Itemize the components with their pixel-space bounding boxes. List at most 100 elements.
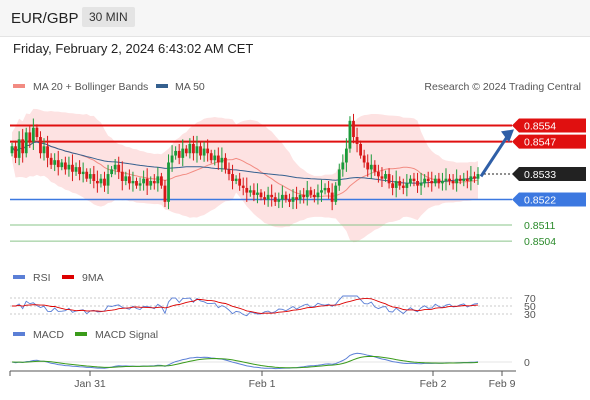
level-labels: 0.8554 0.8547 0.8533 0.8522 0.8511 0.8504	[512, 118, 586, 248]
candle	[206, 139, 210, 162]
candle	[85, 168, 89, 182]
candle-body	[120, 171, 124, 181]
candle	[376, 164, 380, 183]
candle-body	[170, 155, 174, 163]
candle	[46, 135, 49, 168]
candle-body	[60, 162, 64, 168]
x-tick-label: Feb 1	[249, 378, 276, 390]
candle-body	[263, 197, 266, 200]
forecast-arrow	[479, 129, 514, 178]
candle	[245, 177, 249, 202]
candle-body	[448, 178, 451, 181]
candle-body	[202, 148, 206, 156]
candle	[35, 124, 39, 141]
candle-body	[113, 164, 117, 170]
macd-tick-0: 0	[524, 357, 530, 369]
candle	[302, 187, 306, 204]
candle-body	[288, 199, 291, 202]
candle-body	[305, 190, 309, 198]
candle	[117, 156, 121, 180]
candle-body	[252, 190, 256, 195]
candle-body	[81, 171, 85, 175]
level-badge	[512, 167, 586, 182]
candle	[160, 172, 163, 189]
candle-body	[291, 197, 295, 202]
candle	[106, 164, 110, 194]
candle-body	[28, 132, 32, 142]
arrow-head	[501, 129, 514, 143]
candle-body	[426, 178, 430, 181]
candle-body	[376, 171, 380, 177]
candle	[344, 138, 348, 172]
candle	[202, 141, 206, 162]
candle-body	[188, 143, 192, 154]
candle	[209, 149, 213, 164]
candle	[455, 169, 459, 192]
candle	[99, 174, 103, 188]
candle	[49, 153, 53, 169]
candle-body	[167, 162, 170, 202]
candle	[56, 150, 60, 176]
main-legend: MA 20 + Bollinger Bands MA 50 Research ©…	[13, 81, 581, 93]
candle-body	[85, 171, 89, 179]
candle	[145, 168, 149, 196]
candle-body	[369, 164, 373, 170]
candle	[323, 183, 327, 195]
bollinger-fill	[12, 108, 478, 243]
candle-body	[110, 169, 114, 175]
candle	[352, 113, 355, 144]
candle-body	[380, 176, 384, 179]
x-tick-label: Feb 9	[489, 378, 516, 390]
candle-body	[124, 176, 128, 181]
candle	[113, 159, 117, 175]
candle-body	[145, 178, 149, 186]
candle	[78, 160, 81, 181]
candle-body	[78, 167, 81, 175]
arrow-shaft	[479, 134, 510, 178]
candle-body	[238, 178, 242, 186]
candle-body	[195, 146, 199, 154]
candle-body	[273, 197, 277, 202]
candle-body	[127, 176, 131, 184]
candle	[451, 174, 455, 190]
timeframe-button[interactable]: 30 MIN	[82, 7, 135, 27]
candle	[199, 141, 202, 160]
candle-body	[430, 181, 434, 184]
candle-body	[373, 164, 377, 172]
candle-body	[103, 178, 106, 186]
candle	[110, 165, 114, 178]
candle	[127, 169, 131, 190]
candle	[124, 171, 128, 186]
candle	[362, 149, 366, 168]
candle	[163, 179, 167, 208]
candle	[92, 165, 96, 189]
candle	[149, 176, 153, 190]
candle-body	[174, 150, 178, 156]
candle	[298, 190, 302, 204]
candle	[263, 191, 266, 205]
candle	[192, 135, 195, 161]
candle-body	[213, 155, 217, 161]
candle-body	[441, 181, 444, 184]
candle-body	[99, 178, 103, 184]
candle-body	[323, 187, 327, 191]
candle	[405, 174, 409, 197]
candle-body	[209, 153, 213, 161]
candle	[21, 128, 25, 163]
candle	[266, 186, 270, 207]
candle-body	[405, 183, 409, 188]
candle	[195, 135, 199, 163]
candle	[373, 160, 377, 176]
legend-9ma: 9MA	[82, 272, 104, 284]
candle-body	[63, 162, 67, 170]
level-label-0.8504: 0.8504	[524, 236, 556, 248]
legend-swatch-ma20	[13, 84, 25, 88]
candle	[430, 171, 434, 192]
candle	[156, 167, 160, 192]
candle	[248, 185, 252, 197]
legend-swatch-9ma	[62, 275, 74, 279]
candle-body	[423, 178, 427, 184]
candle-body	[419, 183, 423, 186]
candle-body	[135, 181, 138, 186]
candle	[273, 192, 277, 206]
